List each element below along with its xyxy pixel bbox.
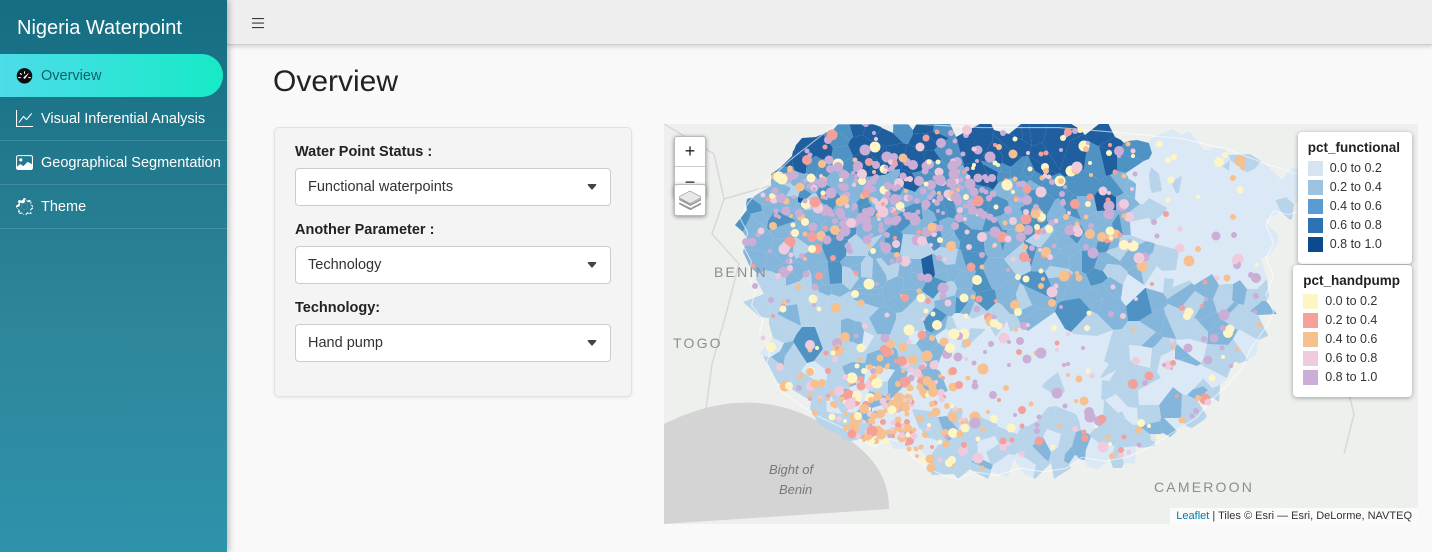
svg-text:Benin: Benin bbox=[779, 482, 812, 497]
svg-text:TOGO: TOGO bbox=[673, 335, 723, 351]
svg-text:CAMEROON: CAMEROON bbox=[1154, 479, 1254, 495]
svg-text:BENIN: BENIN bbox=[714, 264, 768, 280]
svg-text:Bight of: Bight of bbox=[769, 462, 814, 477]
